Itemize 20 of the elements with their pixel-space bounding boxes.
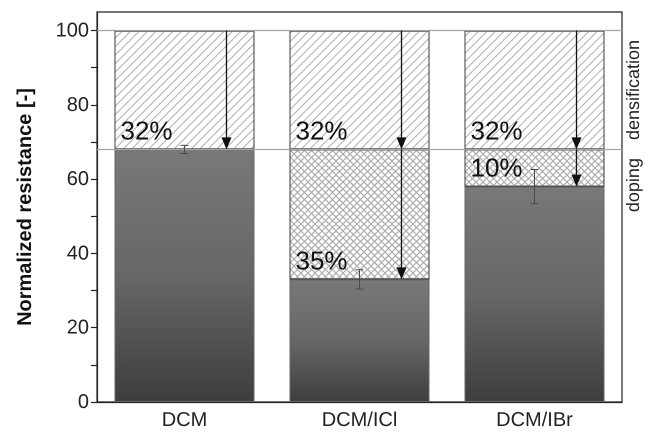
y-tick-label: 60 (66, 168, 89, 190)
x-tick-label: DCM/ICl (322, 409, 398, 431)
data-label: 35% (296, 245, 348, 276)
y-tick-label: 20 (66, 316, 89, 339)
y-axis-title: Normalized resistance [-] (14, 88, 36, 326)
text: densification (623, 40, 643, 140)
bar (290, 279, 430, 402)
y-tick-label: 80 (66, 94, 89, 116)
x-tick-label: DCM (162, 409, 208, 431)
data-label: 32% (470, 115, 523, 146)
data-label: 32% (120, 115, 173, 146)
data-label: 32% (296, 115, 348, 146)
y-tick-label: 100 (56, 20, 89, 42)
data-label: 10% (470, 152, 523, 183)
y-tick-label: 40 (66, 242, 89, 264)
bar (114, 149, 254, 402)
x-tick-label: DCM/IBr (496, 409, 574, 431)
text: doping (623, 158, 643, 212)
bar (464, 186, 604, 402)
y-tick-label: 0 (78, 391, 89, 413)
